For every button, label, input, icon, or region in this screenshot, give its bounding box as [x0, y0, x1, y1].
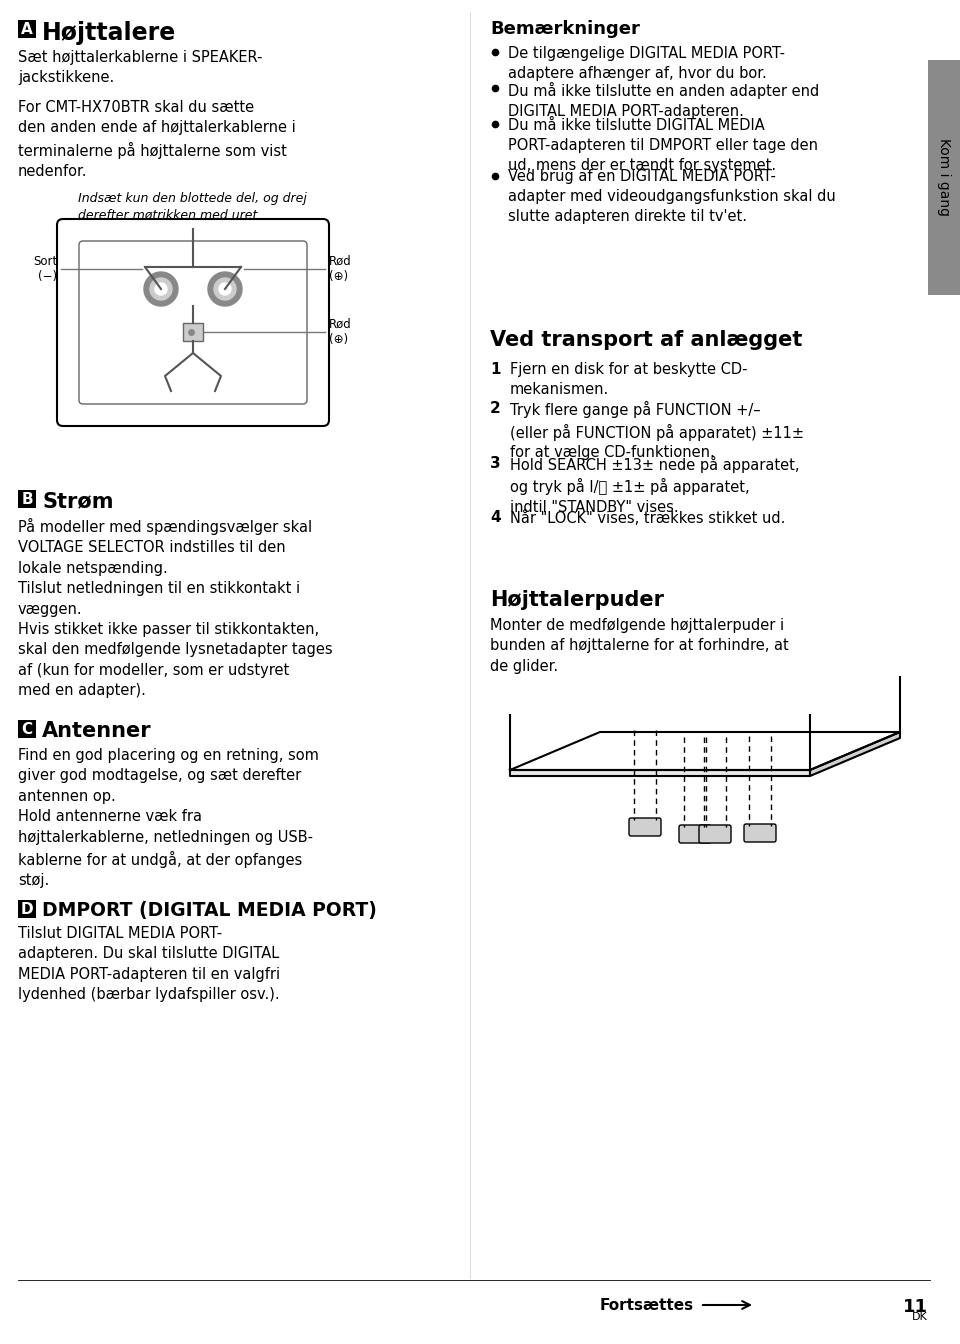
Bar [18, 900, 36, 918]
Polygon shape [810, 732, 900, 775]
Text: 11: 11 [903, 1298, 928, 1316]
Text: Højttalerpuder: Højttalerpuder [490, 590, 664, 610]
Text: Antenner: Antenner [42, 720, 152, 741]
Text: Fjern en disk for at beskytte CD-
mekanismen.: Fjern en disk for at beskytte CD- mekani… [510, 362, 748, 396]
Text: DMPORT (DIGITAL MEDIA PORT): DMPORT (DIGITAL MEDIA PORT) [42, 900, 377, 921]
Polygon shape [510, 732, 900, 770]
Bar [18, 491, 36, 508]
Polygon shape [150, 278, 172, 300]
Text: Højttalere: Højttalere [42, 22, 177, 44]
Text: Indsæt kun den blottede del, og drej
derefter møtrikken med uret.: Indsæt kun den blottede del, og drej der… [78, 192, 307, 222]
Text: DK: DK [912, 1312, 928, 1322]
Text: Tilslut DIGITAL MEDIA PORT-
adapteren. Du skal tilslutte DIGITAL
MEDIA PORT-adap: Tilslut DIGITAL MEDIA PORT- adapteren. D… [18, 926, 280, 1003]
Text: Ved brug af en DIGITAL MEDIA PORT-
adapter med videoudgangsfunkstion skal du
slu: Ved brug af en DIGITAL MEDIA PORT- adapt… [508, 169, 836, 224]
FancyBboxPatch shape [699, 825, 731, 843]
Text: Tryk flere gange på FUNCTION +/–
(eller på FUNCTION på apparatet) ±11±
for at væ: Tryk flere gange på FUNCTION +/– (eller … [510, 401, 804, 461]
Bar [18, 20, 36, 38]
Text: Når "LOCK" vises, trækkes stikket ud.: Når "LOCK" vises, trækkes stikket ud. [510, 509, 785, 526]
FancyBboxPatch shape [679, 825, 711, 843]
Text: Du må ikke tilslutte en anden adapter end
DIGITAL MEDIA PORT-adapteren.: Du må ikke tilslutte en anden adapter en… [508, 82, 819, 118]
FancyBboxPatch shape [57, 219, 329, 426]
Text: Sort
(−): Sort (−) [33, 255, 57, 284]
Polygon shape [214, 278, 236, 300]
Text: For CMT-HX70BTR skal du sætte
den anden ende af højttalerkablerne i
terminalerne: For CMT-HX70BTR skal du sætte den anden … [18, 99, 296, 179]
Text: 2: 2 [490, 401, 501, 417]
Text: 4: 4 [490, 509, 500, 526]
Text: A: A [21, 22, 33, 36]
Polygon shape [144, 271, 178, 306]
Text: C: C [21, 722, 33, 737]
Text: Kom i gang: Kom i gang [937, 138, 951, 216]
FancyBboxPatch shape [744, 824, 776, 841]
Polygon shape [219, 284, 231, 294]
FancyBboxPatch shape [79, 241, 307, 405]
Text: Sæt højttalerkablerne i SPEAKER-
jackstikkene.: Sæt højttalerkablerne i SPEAKER- jacksti… [18, 50, 262, 86]
Text: B: B [21, 492, 33, 507]
Text: Rød
(⊕): Rød (⊕) [329, 255, 351, 284]
Bar [183, 323, 203, 341]
Text: På modeller med spændingsvælger skal
VOLTAGE SELECTOR indstilles til den
lokale : På modeller med spændingsvælger skal VOL… [18, 517, 332, 699]
Text: Monter de medfølgende højttalerpuder i
bunden af højttalerne for at forhindre, a: Monter de medfølgende højttalerpuder i b… [490, 618, 789, 673]
FancyBboxPatch shape [629, 818, 661, 836]
Polygon shape [510, 770, 810, 775]
Text: Fortsættes: Fortsættes [600, 1297, 694, 1313]
Polygon shape [155, 284, 167, 294]
Text: Rød
(⊕): Rød (⊕) [329, 319, 351, 345]
Text: Strøm: Strøm [42, 491, 113, 511]
Text: 1: 1 [490, 362, 500, 378]
Text: Du må ikke tilslutte DIGITAL MEDIA
PORT-adapteren til DMPORT eller tage den
ud, : Du må ikke tilslutte DIGITAL MEDIA PORT-… [508, 118, 818, 172]
Text: De tilgængelige DIGITAL MEDIA PORT-
adaptere afhænger af, hvor du bor.: De tilgængelige DIGITAL MEDIA PORT- adap… [508, 46, 785, 81]
Text: D: D [21, 902, 34, 917]
Text: Find en god placering og en retning, som
giver god modtagelse, og sæt derefter
a: Find en god placering og en retning, som… [18, 749, 319, 888]
Text: Bemærkninger: Bemærkninger [490, 20, 640, 38]
Bar [18, 720, 36, 738]
Polygon shape [208, 271, 242, 306]
Text: Hold SEARCH ±13± nede på apparatet,
og tryk på I/⏻ ±1± på apparatet,
indtil "STA: Hold SEARCH ±13± nede på apparatet, og t… [510, 456, 800, 515]
Text: 3: 3 [490, 456, 500, 470]
Text: Ved transport af anlægget: Ved transport af anlægget [490, 331, 803, 349]
Bar [928, 60, 960, 294]
